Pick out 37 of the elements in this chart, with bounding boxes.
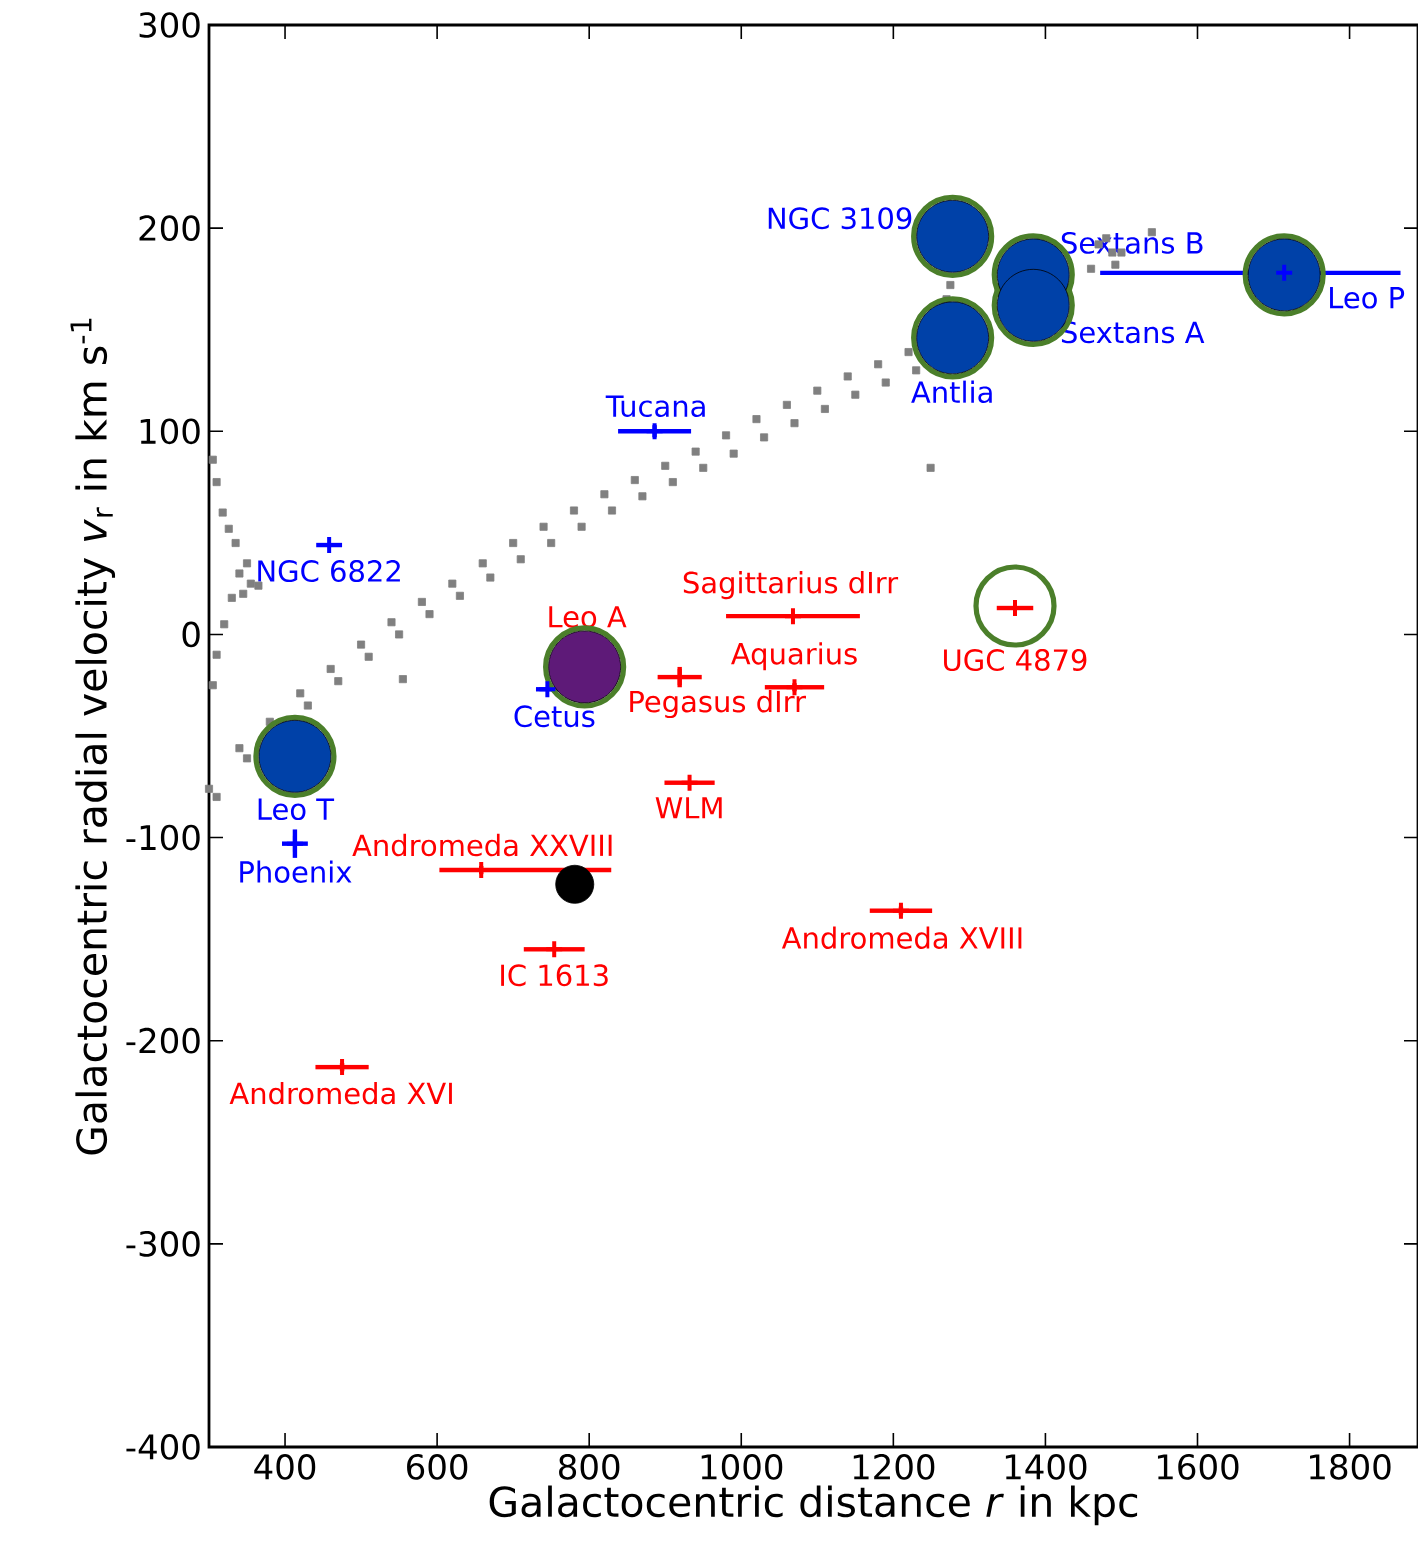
annotation: Leo P	[1330, 287, 1405, 309]
annotation: Antlia	[911, 380, 992, 404]
annotation: Sagittarius dIrr	[683, 571, 899, 600]
y-tick-label: -400	[126, 1434, 200, 1460]
x-axis-title: Galactocentric distance r in kpc	[489, 1485, 1138, 1526]
annotation: IC 1613	[501, 964, 608, 987]
x-tick-label: 1200	[853, 1454, 935, 1480]
x-tick-label: 800	[559, 1454, 620, 1480]
annotation: Tucana	[605, 395, 705, 418]
annotation: UGC 4879	[944, 649, 1087, 671]
y-tick-label: -100	[126, 824, 200, 851]
annotation: NGC 3109	[768, 207, 912, 230]
annotation: WLM	[655, 797, 722, 819]
annotation: Sextans A	[1061, 321, 1205, 344]
x-tick-label: 600	[407, 1454, 468, 1480]
annotation: Phoenix	[240, 860, 352, 883]
annotation: Pegasus dIrr	[630, 690, 806, 719]
annotation: Aquarius	[731, 642, 857, 671]
y-tick-label: 100	[140, 418, 200, 445]
y-tick-label: 300	[139, 12, 200, 38]
y-tick-label: 200	[139, 215, 200, 241]
y-tick-label: -300	[126, 1230, 200, 1257]
annotation: Andromeda XVI	[229, 1081, 452, 1105]
y-tick-label: 0	[182, 621, 200, 648]
x-tick-label: 1800	[1310, 1454, 1391, 1480]
y-tick-label: -200	[126, 1027, 200, 1054]
x-tick-label: 1000	[701, 1454, 783, 1480]
x-tick-label: 1600	[1157, 1454, 1239, 1480]
y-axis-title: Galactocentric radial velocity v$_{r}$ in km s$^{-1}$	[70, 318, 116, 1155]
annotation: Andromeda XXVIII	[352, 833, 612, 857]
annotation: NGC 6822	[258, 560, 400, 583]
annotation: Cetus	[514, 705, 595, 728]
annotation: Leo A	[549, 606, 627, 628]
x-tick-label: 400	[254, 1454, 316, 1480]
annotation: Leo T	[258, 798, 335, 821]
annotation: Andromeda XVIII	[781, 926, 1022, 949]
x-tick-label: 1400	[1005, 1454, 1087, 1480]
